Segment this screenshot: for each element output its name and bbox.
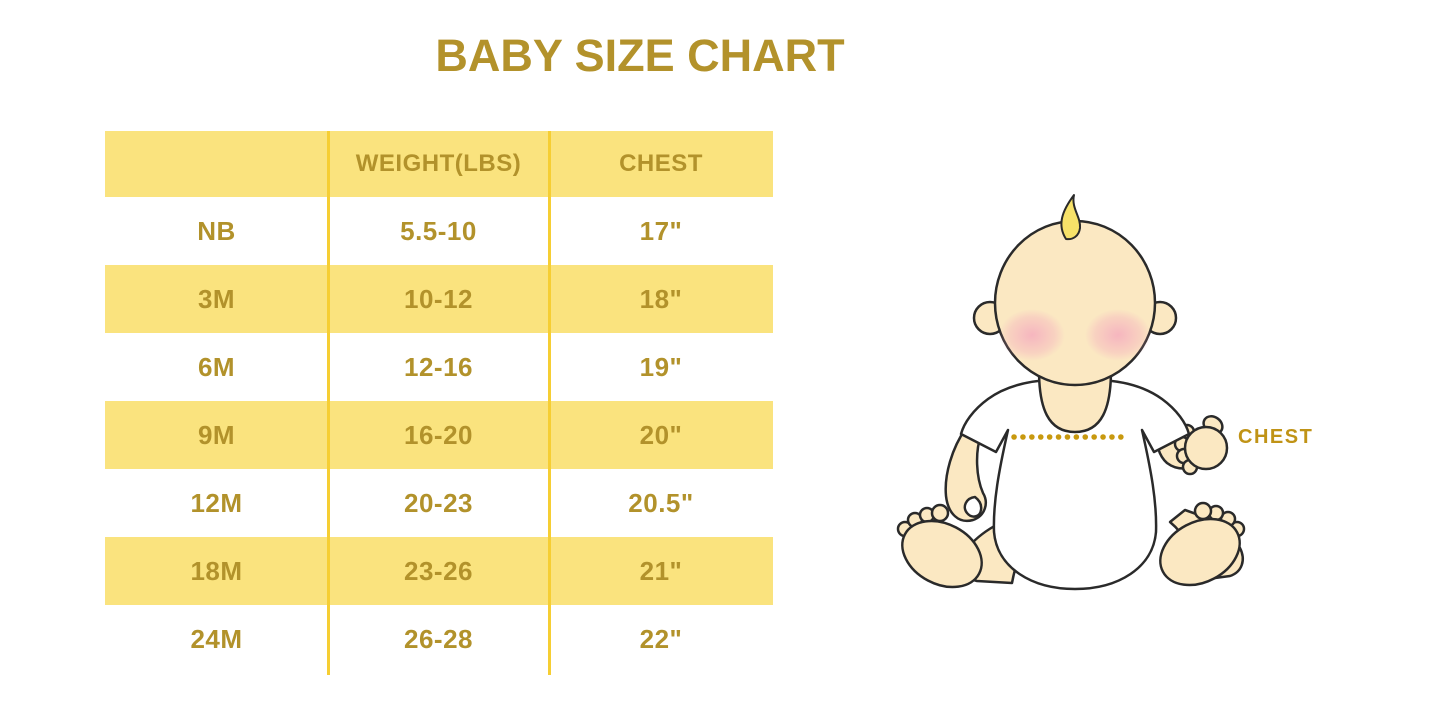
- size-cell: 12M: [190, 487, 243, 518]
- header-chest: CHEST: [619, 150, 703, 177]
- baby-left-hand-curl: [963, 495, 983, 518]
- weight-cell: 10-12: [404, 283, 473, 314]
- chest-cell: 20": [639, 419, 683, 450]
- baby-right-fist: [1183, 425, 1229, 471]
- weight-cell: 23-26: [404, 555, 473, 586]
- table-row: 3M 10-12 18": [105, 265, 773, 333]
- weight-cell: 16-20: [404, 419, 473, 450]
- baby-hair-tuft: [1060, 194, 1082, 241]
- header-weight: WEIGHT(LBS): [355, 150, 522, 177]
- baby-toe: [1193, 501, 1213, 521]
- chest-cell: 18": [639, 283, 683, 314]
- column-divider: [327, 131, 330, 675]
- baby-size-table: WEIGHT(LBS) CHEST NB 5.5-10 17" 3M 10-12…: [105, 131, 773, 675]
- page-title: BABY SIZE CHART: [435, 30, 845, 81]
- column-divider: [548, 131, 551, 675]
- size-cell: 3M: [197, 283, 236, 314]
- table-header-row: WEIGHT(LBS) CHEST: [105, 131, 773, 197]
- table-row: 18M 23-26 21": [105, 537, 773, 605]
- table-row: 24M 26-28 22": [105, 605, 773, 673]
- chest-cell: 17": [639, 215, 683, 246]
- chest-cell: 21": [639, 555, 683, 586]
- weight-cell: 26-28: [404, 623, 473, 654]
- weight-cell: 5.5-10: [400, 215, 477, 246]
- weight-cell: 20-23: [404, 487, 473, 518]
- size-cell: 6M: [197, 351, 236, 382]
- baby-right-foot: [1159, 517, 1241, 587]
- baby-blush-left: [999, 309, 1065, 361]
- size-cell: NB: [197, 215, 236, 246]
- weight-cell: 12-16: [404, 351, 473, 382]
- chest-cell: 22": [639, 623, 683, 654]
- baby-blush-right: [1085, 309, 1151, 361]
- size-cell: 9M: [197, 419, 236, 450]
- baby-toe: [930, 503, 950, 523]
- chest-cell: 19": [639, 351, 683, 382]
- size-cell: 18M: [190, 555, 243, 586]
- size-cell: 24M: [190, 623, 243, 654]
- table-row: 12M 20-23 20.5": [105, 469, 773, 537]
- chest-cell: 20.5": [628, 487, 694, 518]
- table-row: NB 5.5-10 17": [105, 197, 773, 265]
- table-row: 9M 16-20 20": [105, 401, 773, 469]
- chest-annotation-label: CHEST: [1238, 426, 1314, 448]
- baby-illustration: [860, 180, 1360, 620]
- baby-left-foot: [901, 519, 983, 589]
- baby-head: [993, 219, 1157, 387]
- baby-onesie: [959, 378, 1191, 591]
- table-row: 6M 12-16 19": [105, 333, 773, 401]
- baby-neck: [1037, 368, 1113, 434]
